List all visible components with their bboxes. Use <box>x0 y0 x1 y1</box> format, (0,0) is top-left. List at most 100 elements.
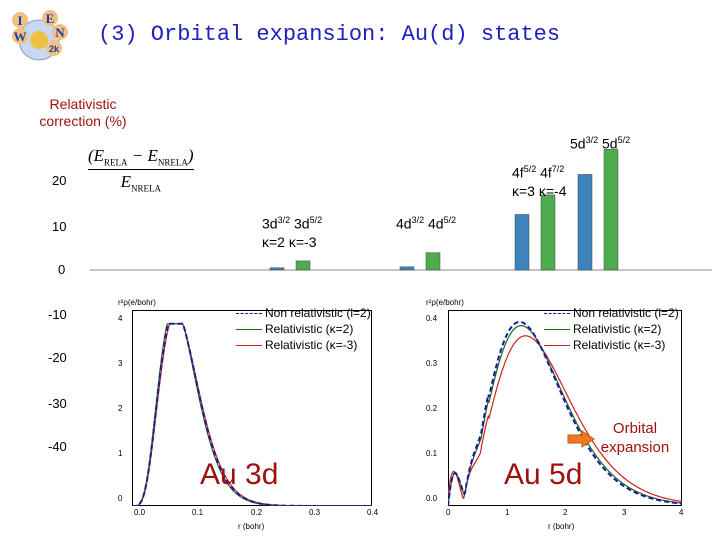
panel-xtick: 0 <box>446 508 451 517</box>
panel-xlabel: r (bohr) <box>238 522 265 531</box>
slide-title: (3) Orbital expansion: Au(d) states <box>98 22 561 47</box>
panel-ylabel: r²ρ(e/bohr) <box>426 298 464 307</box>
legend-item: Relativistic (κ=2) <box>573 322 662 336</box>
logo-letter-2k: 2k <box>49 44 60 54</box>
bar-4f7/2 <box>540 194 556 271</box>
bar-4d5/2 <box>425 252 441 271</box>
bar-3d5/2 <box>295 260 311 271</box>
y-tick: -40 <box>48 439 67 454</box>
group-label-sup: 5/2 <box>617 135 631 145</box>
bar-5d5/2 <box>603 149 619 271</box>
group-label-3d: 3d3/2 3d5/2 κ=2 κ=-3 <box>262 211 322 251</box>
formula-part: E <box>120 172 131 192</box>
formula-part: − E <box>127 146 158 165</box>
panel-au-3d: r²ρ(e/bohr) 4 3 2 1 0 0.0 0.1 0.2 0.3 0.… <box>112 296 382 532</box>
panel-au-5d: r²ρ(e/bohr) 0.4 0.3 0.2 0.1 0.0 0 1 2 3 … <box>424 296 694 532</box>
group-label-sup: 3/2 <box>585 135 599 145</box>
legend-item: Non relativistic (l=2) <box>573 306 679 320</box>
legend-item: Relativistic (κ=2) <box>265 322 354 336</box>
panel-ytick: 0 <box>118 494 123 503</box>
panel-xtick: 1 <box>505 508 510 517</box>
plot-frame <box>132 310 372 506</box>
group-label-part: 4d <box>424 215 444 232</box>
panel-xtick: 2 <box>563 508 568 517</box>
legend-item: Non relativistic (l=2) <box>265 306 371 320</box>
panel-ytick: 1 <box>118 449 123 458</box>
panel-ytick: 0.3 <box>426 359 438 368</box>
y-tick: -30 <box>48 396 67 411</box>
bar-5d3/2 <box>577 174 593 271</box>
formula-part: (E <box>88 146 105 165</box>
group-label-part: 4f <box>512 164 524 181</box>
formula-sub: NRELA <box>130 183 161 194</box>
curve-relativistic-k-3 <box>448 335 682 503</box>
bar-3d3/2 <box>269 267 285 271</box>
group-label-4d: 4d3/2 4d5/2 <box>396 211 456 233</box>
panel-ytick: 0.2 <box>426 404 438 413</box>
bar-4f5/2 <box>514 214 530 271</box>
caption-au-3d: Au 3d <box>200 458 279 491</box>
group-label-part: 4f <box>536 164 552 181</box>
y-tick: 0 <box>58 262 66 277</box>
panel-ytick: 0.4 <box>426 314 438 323</box>
note-line: expansion <box>600 439 670 456</box>
panel-ytick: 3 <box>118 359 123 368</box>
panel-xtick: 4 <box>679 508 684 517</box>
panel-xtick: 0.4 <box>367 508 379 517</box>
group-label-sup: 5/2 <box>523 164 537 174</box>
group-kappa: κ=2 κ=-3 <box>262 233 317 250</box>
group-label-part: 5d <box>570 135 586 152</box>
group-label-sup: 7/2 <box>551 164 565 174</box>
curve-relativistic-k2 <box>448 325 682 506</box>
group-label-sup: 5/2 <box>443 215 457 225</box>
group-label-sup: 3/2 <box>277 215 291 225</box>
logo-letter-w: W <box>14 29 27 44</box>
group-label-part: 3d <box>262 215 278 232</box>
curve-nonrelativistic <box>448 320 682 506</box>
panel-ytick: 0.0 <box>426 494 438 503</box>
panel-ytick: 2 <box>118 404 123 413</box>
legend-item: Relativistic (κ=-3) <box>573 338 666 352</box>
y-tick: 10 <box>52 219 67 234</box>
panel-xtick: 0.0 <box>134 508 146 517</box>
formula-sub: RELA <box>104 157 128 168</box>
formula: (ERELA − ENRELA) ENRELA <box>88 146 194 194</box>
group-kappa: κ=3 κ=-4 <box>512 182 567 199</box>
group-label-5d: 5d3/2 5d5/2 <box>570 131 630 153</box>
legend-3d: Non relativistic (l=2) Relativistic (κ=2… <box>236 305 371 353</box>
right-arrow-icon <box>567 430 595 448</box>
formula-sub: NRELA <box>157 157 188 168</box>
panel-3d-plot <box>132 310 372 506</box>
curve-nonrelativistic <box>132 322 372 506</box>
group-label-4f: 4f5/2 4f7/2 κ=3 κ=-4 <box>512 160 566 200</box>
y-axis-label-line1: Relativistic <box>49 96 117 112</box>
group-label-part: 3d <box>290 215 310 232</box>
logo-letter-i: I <box>17 13 22 28</box>
y-tick: -20 <box>48 350 67 365</box>
panel-xtick: 0.3 <box>309 508 321 517</box>
panel-xtick: 0.2 <box>251 508 263 517</box>
panel-5d-plot <box>448 310 682 506</box>
logo-letter-e: E <box>46 11 55 26</box>
orbital-expansion-note: Orbital expansion <box>590 419 680 457</box>
caption-au-5d: Au 5d <box>504 458 583 491</box>
legend-5d: Non relativistic (l=2) Relativistic (κ=2… <box>544 305 679 353</box>
iwien2k-logo-icon: I E N W 2k <box>12 10 68 61</box>
y-axis-label: Relativistic correction (%) <box>18 96 148 130</box>
panel-ylabel: r²ρ(e/bohr) <box>118 298 156 307</box>
group-label-part: 5d <box>598 135 618 152</box>
y-tick: -10 <box>48 307 67 322</box>
y-axis-label-line2: correction (%) <box>39 113 127 129</box>
bar-4d3/2 <box>399 266 415 271</box>
group-label-part: 4d <box>396 215 412 232</box>
legend-item: Relativistic (κ=-3) <box>265 338 358 352</box>
formula-part: ) <box>187 146 194 165</box>
note-line: Orbital <box>612 420 658 437</box>
panel-xlabel: r (bohr) <box>548 522 575 531</box>
y-tick: 20 <box>52 173 67 188</box>
logo-letter-n: N <box>55 25 65 40</box>
panel-xtick: 0.1 <box>192 508 204 517</box>
panel-ytick: 0.1 <box>426 449 438 458</box>
panel-ytick: 4 <box>118 314 123 323</box>
